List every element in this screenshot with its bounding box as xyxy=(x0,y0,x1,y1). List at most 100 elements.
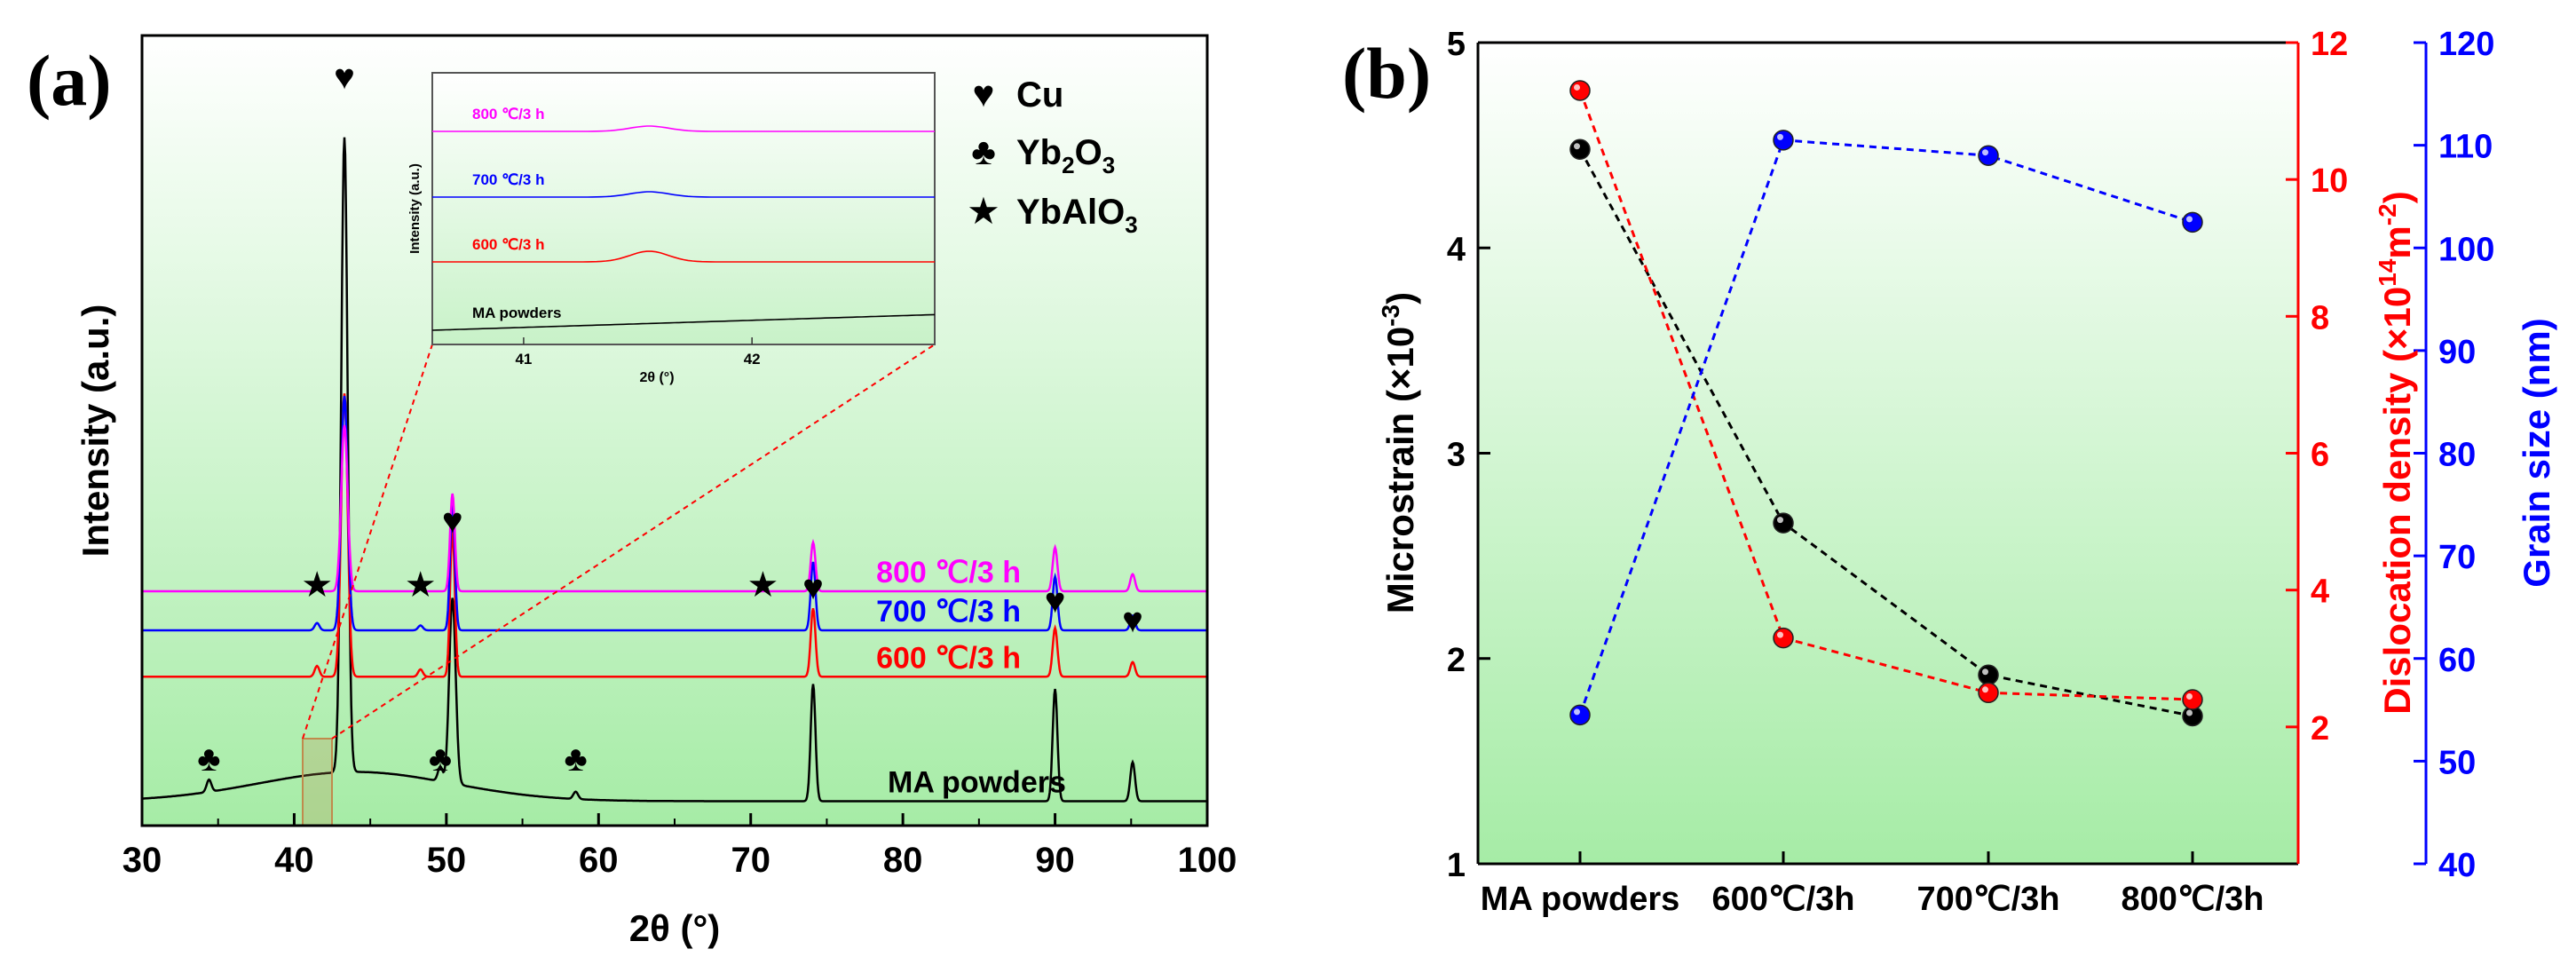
panel-a-y-label: Intensity (a.u.) xyxy=(75,305,116,558)
panel-b-right2-tick-label: 100 xyxy=(2438,231,2494,268)
panel-b-right2-tick-label: 70 xyxy=(2438,539,2476,576)
series-label: 800 ℃/3 h xyxy=(876,556,1021,589)
panel-b-right2-tick-label: 90 xyxy=(2438,334,2476,371)
peak-marker: ★ xyxy=(301,566,333,605)
panel-b-series-line xyxy=(1578,138,2193,716)
inset-x-label: 2θ (°) xyxy=(639,370,674,385)
panel-a-legend: ♥ Cu ♣ Yb2O3 ★ YbAlO3 xyxy=(967,73,1138,238)
panel-b-series-line xyxy=(1578,90,2193,701)
peak-marker: ♥ xyxy=(442,502,463,541)
panel-b-data-point xyxy=(1569,80,1591,101)
peak-marker: ♥ xyxy=(334,58,355,97)
zoom-connector-left xyxy=(302,344,433,740)
inset-series-label: 700 ℃/3 h xyxy=(472,171,544,188)
panel-b-category-label: MA powders xyxy=(1481,881,1680,918)
panel-b-plot-area xyxy=(1478,43,2298,864)
inset-series-label: 800 ℃/3 h xyxy=(472,106,544,123)
peak-marker: ★ xyxy=(747,566,778,605)
panel-b-data-point-highlight xyxy=(1777,517,1783,524)
panel-b-data-point-highlight xyxy=(2186,693,2193,700)
inset-line xyxy=(432,191,935,198)
inset-y-label: Intensity (a.u.) xyxy=(407,163,423,254)
series-label: 700 ℃/3 h xyxy=(876,595,1021,629)
panel-a-x-tick-label: 60 xyxy=(579,841,619,880)
panel-b-category-label: 600℃/3h xyxy=(1712,881,1855,918)
peak-marker: ♥ xyxy=(802,568,824,607)
legend-ybalo3-symbol: ★ xyxy=(967,190,1000,232)
peak-marker: ♣ xyxy=(429,740,452,779)
panel-b-data-point-highlight xyxy=(2186,709,2193,716)
panel-b-right1-axis-label: Dislocation density (×1014m-2) xyxy=(2374,191,2418,714)
panel-b-data-point xyxy=(2182,211,2203,233)
panel-a-spectra xyxy=(141,137,1207,803)
panel-a-series-labels: 800 ℃/3 h 700 ℃/3 h 600 ℃/3 h MA powders xyxy=(876,556,1066,800)
spectrum-800-3-h xyxy=(142,424,1207,593)
panel-b-data-point xyxy=(1773,130,1794,151)
panel-b-right2-tick-label: 40 xyxy=(2438,847,2476,884)
inset-line xyxy=(431,313,936,331)
inset-x-tick-label: 41 xyxy=(515,351,532,368)
panel-b-data-point-highlight xyxy=(1574,143,1580,150)
panel-b-series xyxy=(1569,80,2203,727)
panel-b-data-point xyxy=(1569,704,1591,726)
panel-b-right2-tick-label: 110 xyxy=(2438,129,2493,166)
panel-a-x-tick-label: 30 xyxy=(122,841,162,880)
panel-b-data-point-highlight xyxy=(2186,216,2193,223)
panel-b-data-point xyxy=(1773,512,1794,534)
panel-b-right1-tick-label: 4 xyxy=(2311,574,2329,611)
panel-b-data-point xyxy=(1978,682,1999,704)
inset-x-tick-label: 42 xyxy=(744,351,761,368)
panel-b-right1-tick-label: 10 xyxy=(2311,162,2348,200)
inset-series-label: MA powders xyxy=(472,305,561,321)
inset-frame xyxy=(431,72,936,345)
panel-b-right2-axis-label: Grain size (nm) xyxy=(2516,318,2557,587)
legend-ybalo3-label: YbAlO3 xyxy=(1016,193,1138,238)
inset-x-axis: 41 42 xyxy=(515,337,761,368)
panel-b-label: (b) xyxy=(1342,33,1431,114)
peak-marker: ♥ xyxy=(1122,601,1143,640)
legend-cu-symbol: ♥ xyxy=(973,73,995,115)
panel-a-peak-markers: ♥♥♥ ♥ ♥★ ★ ★♣ ♣ ♣ xyxy=(197,58,1143,779)
panel-a-x-axis: 30 40 50 60 70 80 90 100 xyxy=(122,813,1237,880)
panel-b-left-tick-label: 5 xyxy=(1447,26,1466,63)
panel-a-x-tick-label: 50 xyxy=(427,841,467,880)
panel-b-right2-tick-label: 60 xyxy=(2438,642,2476,679)
spectrum-600-3-h xyxy=(142,393,1207,678)
panel-b-data-point-highlight xyxy=(1574,83,1580,91)
series-label: MA powders xyxy=(888,766,1066,800)
peak-marker: ★ xyxy=(405,566,437,605)
legend-cu-label: Cu xyxy=(1016,75,1063,115)
legend-yb2o3-label: Yb2O3 xyxy=(1016,133,1115,178)
panel-b-right1-tick-label: 6 xyxy=(2311,437,2329,474)
zoom-connector-right xyxy=(331,344,936,740)
inset-series-label: 600 ℃/3 h xyxy=(472,236,544,253)
panel-b-right2-tick-label: 120 xyxy=(2438,26,2494,63)
panel-b-data-point-highlight xyxy=(1777,133,1783,140)
panel-a-x-tick-label: 90 xyxy=(1035,841,1075,880)
panel-a-x-tick-label: 80 xyxy=(883,841,923,880)
panel-b-right2-tick-label: 50 xyxy=(2438,744,2476,781)
panel-b-left-tick-label: 1 xyxy=(1447,847,1466,884)
panel-b-right1-tick-label: 2 xyxy=(2311,710,2329,748)
panel-b-data-point xyxy=(2182,689,2203,710)
spectrum-ma-powders xyxy=(141,137,1207,803)
inset: 800 ℃/3 h 700 ℃/3 h 600 ℃/3 h MA powders 41… xyxy=(407,72,936,385)
inset-line xyxy=(432,125,935,132)
panel-b-left-axis-label: Microstrain (×10-3) xyxy=(1377,292,1421,613)
panel-b-data-point-highlight xyxy=(1982,149,1988,156)
panel-b-category-label: 800℃/3h xyxy=(2122,881,2264,918)
legend-yb2o3-symbol: ♣ xyxy=(971,131,996,172)
panel-b-data-point-highlight xyxy=(1777,631,1783,638)
panel-a-x-tick-label: 100 xyxy=(1178,841,1237,880)
series-label: 600 ℃/3 h xyxy=(876,641,1021,675)
panel-b-left-tick-label: 4 xyxy=(1447,231,1466,268)
panel-b-data-point-highlight xyxy=(1982,686,1988,693)
panel-a-x-tick-label: 70 xyxy=(731,841,770,880)
peak-marker: ♥ xyxy=(1045,581,1066,621)
panel-b-category-label: 700℃/3h xyxy=(1917,881,2060,918)
panel-b-data-point xyxy=(1773,627,1794,649)
panel-b-data-point xyxy=(1569,138,1591,160)
